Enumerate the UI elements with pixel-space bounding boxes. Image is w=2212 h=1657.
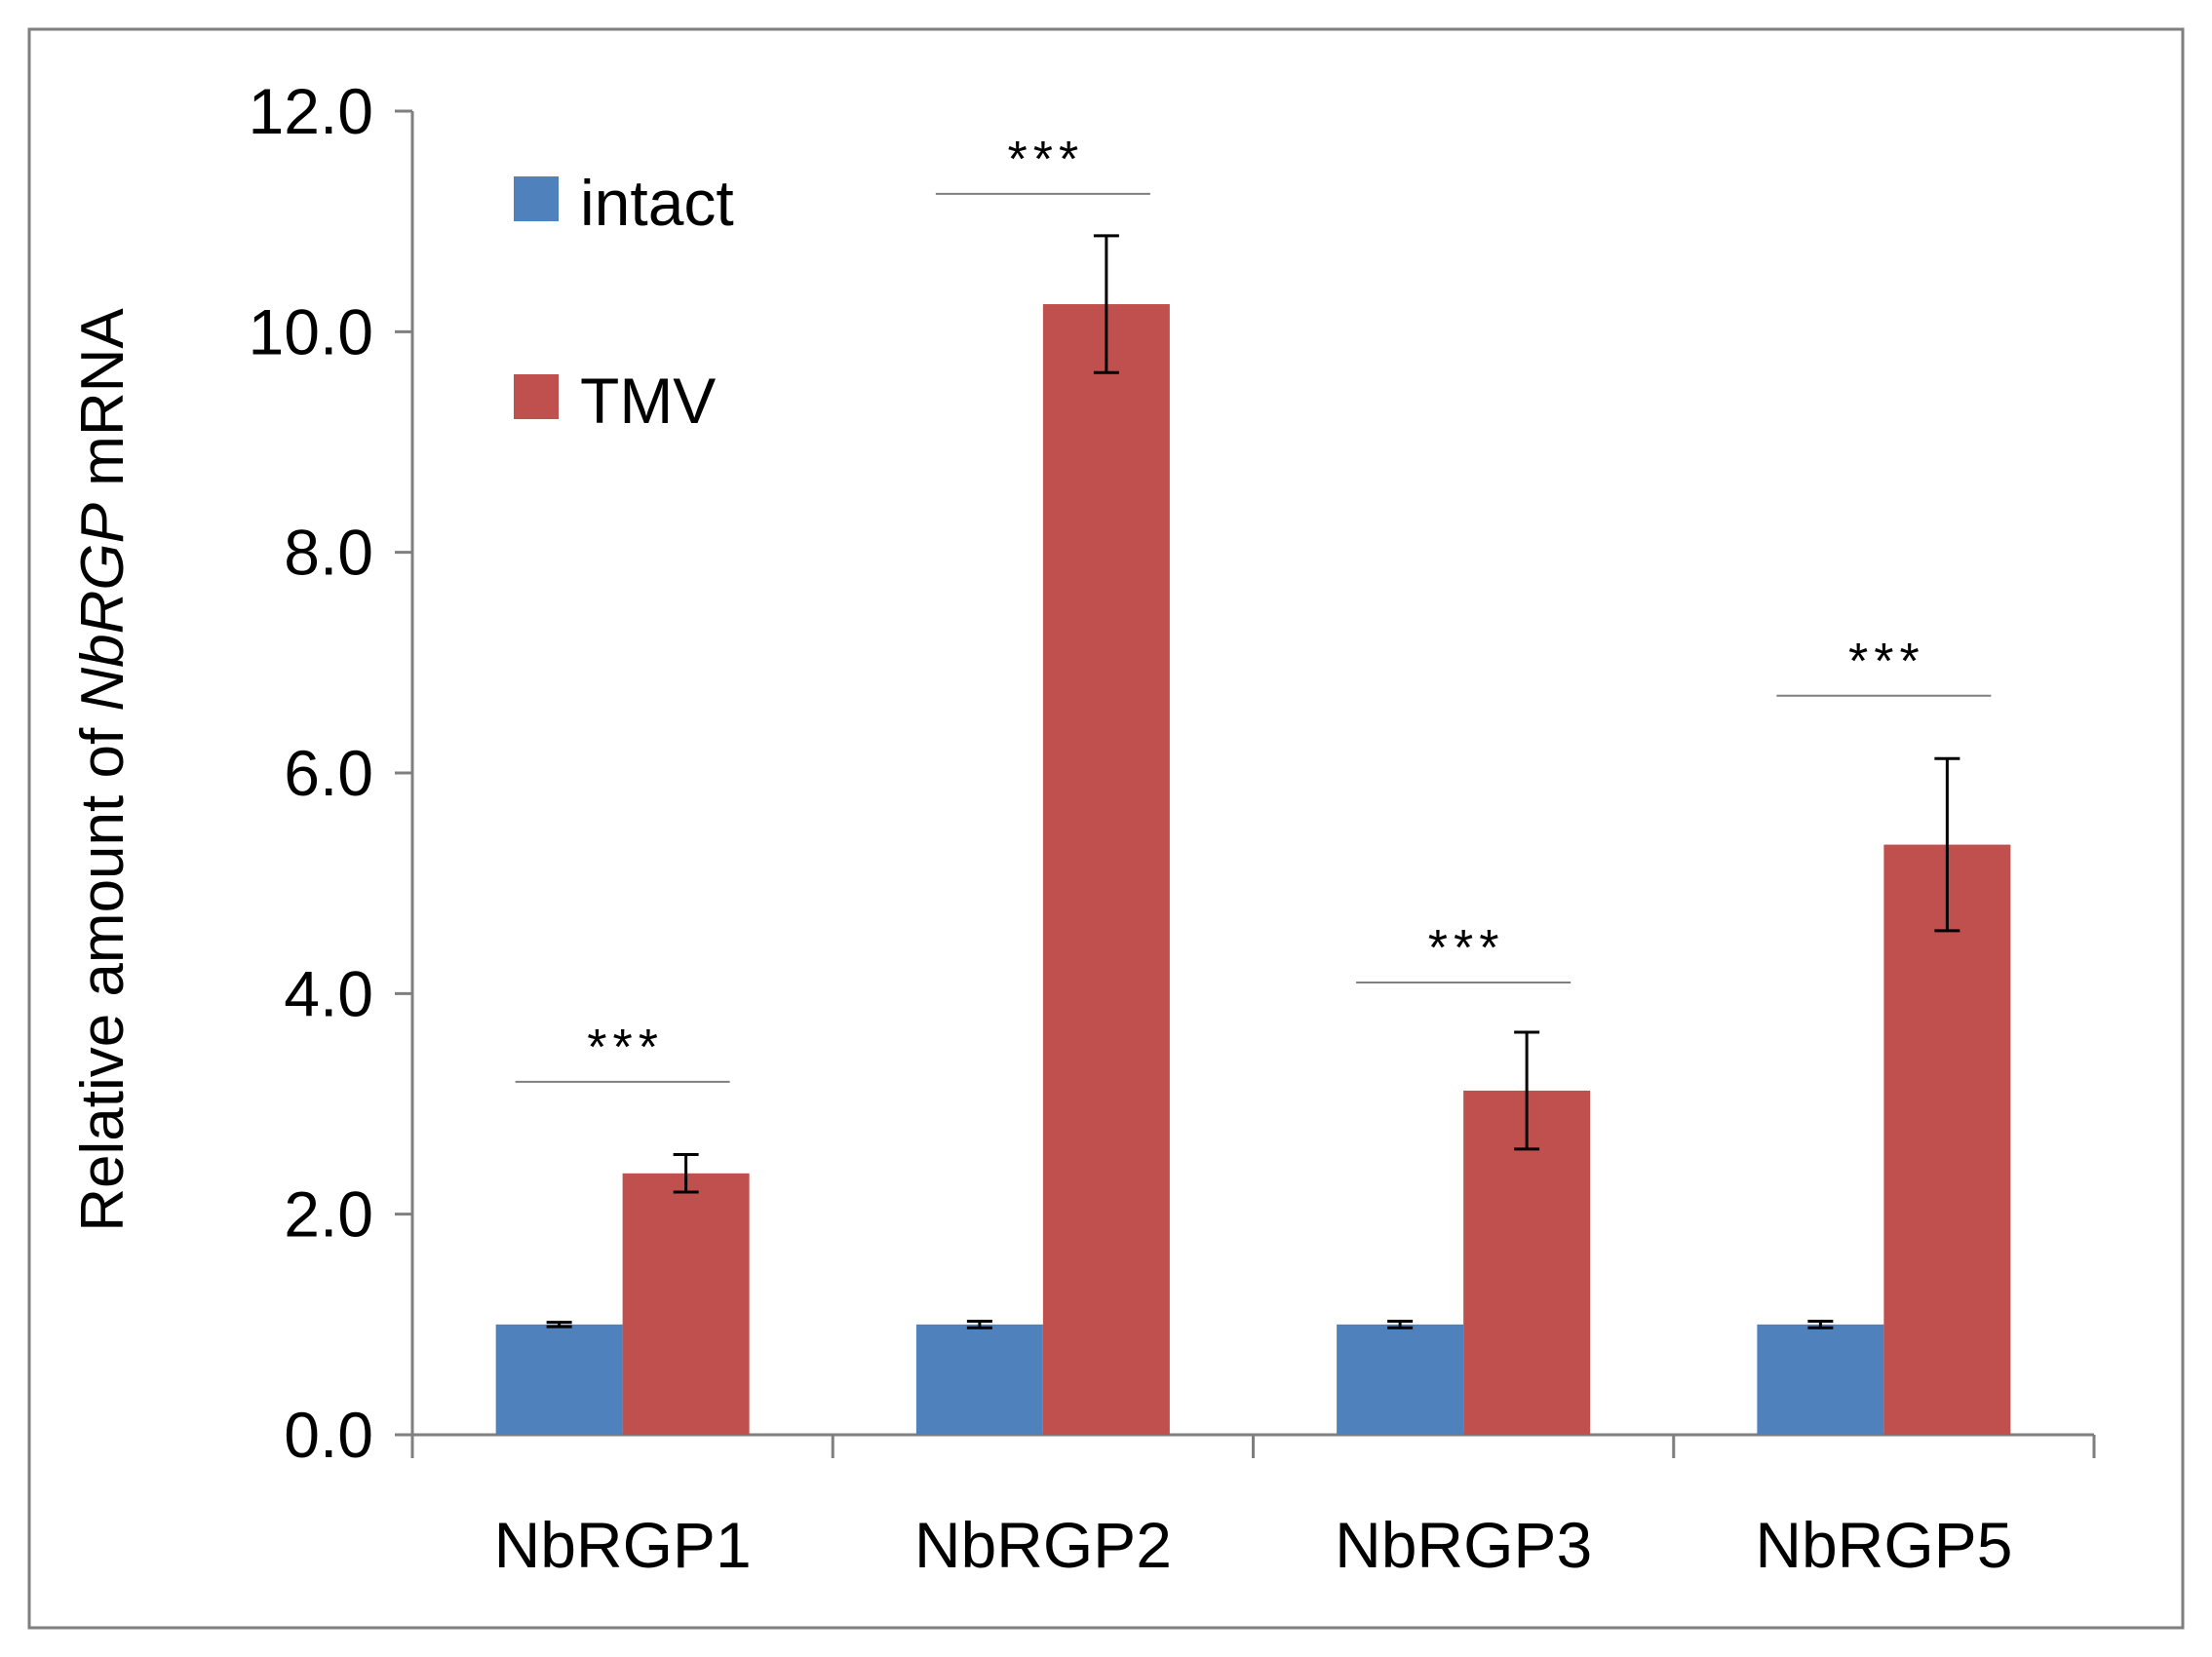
x-category-label: NbRGP5 bbox=[1755, 1509, 2012, 1581]
legend-swatch-tmv bbox=[514, 374, 559, 419]
bar-tmv-nbrgp1 bbox=[622, 1173, 750, 1435]
x-category-label: NbRGP1 bbox=[494, 1509, 752, 1581]
significance-label: *** bbox=[1428, 920, 1505, 977]
axes: 0.0 2.0 4.0 6.0 8.0 10.0 12.0 NbRGP1 NbRGP2 NbRGP… bbox=[249, 75, 2096, 1581]
y-tick-label: 2.0 bbox=[284, 1178, 373, 1251]
y-tick-label: 12.0 bbox=[249, 75, 373, 147]
bar-intact-nbrgp3 bbox=[1337, 1324, 1464, 1435]
y-axis-label: Relative amount of NbRGP mRNA bbox=[69, 308, 136, 1232]
y-tick-label: 10.0 bbox=[249, 295, 373, 367]
y-tick-label: 6.0 bbox=[284, 737, 373, 809]
y-axis-title-suffix: mRNA bbox=[69, 308, 136, 503]
bar-intact-nbrgp5 bbox=[1757, 1324, 1884, 1435]
y-axis-title-prefix: Relative amount of bbox=[69, 712, 136, 1232]
legend: intact TMV bbox=[514, 167, 734, 437]
y-tick-label: 8.0 bbox=[284, 517, 373, 589]
bar-intact-nbrgp1 bbox=[495, 1324, 623, 1435]
y-axis-title: Relative amount of NbRGP mRNA bbox=[69, 308, 136, 1232]
x-category-label: NbRGP2 bbox=[914, 1509, 1172, 1581]
y-tick-label: 0.0 bbox=[284, 1399, 373, 1471]
significance-label: *** bbox=[1848, 634, 1925, 690]
error-bars bbox=[546, 234, 1960, 1329]
legend-label-intact: intact bbox=[580, 167, 734, 239]
bars bbox=[495, 304, 2011, 1436]
x-category-label: NbRGP3 bbox=[1335, 1509, 1592, 1581]
significance-label: *** bbox=[587, 1020, 664, 1076]
y-axis-title-gene: NbRGP bbox=[69, 503, 136, 712]
legend-label-tmv: TMV bbox=[580, 365, 716, 437]
y-tick-label: 4.0 bbox=[284, 957, 373, 1029]
bar-intact-nbrgp2 bbox=[915, 1324, 1043, 1435]
bar-tmv-nbrgp5 bbox=[1883, 844, 2011, 1435]
legend-swatch-intact bbox=[514, 176, 559, 221]
significance-label: *** bbox=[1008, 132, 1085, 188]
significance-markers: *** *** *** *** bbox=[515, 132, 1992, 1083]
bar-tmv-nbrgp2 bbox=[1042, 304, 1170, 1436]
